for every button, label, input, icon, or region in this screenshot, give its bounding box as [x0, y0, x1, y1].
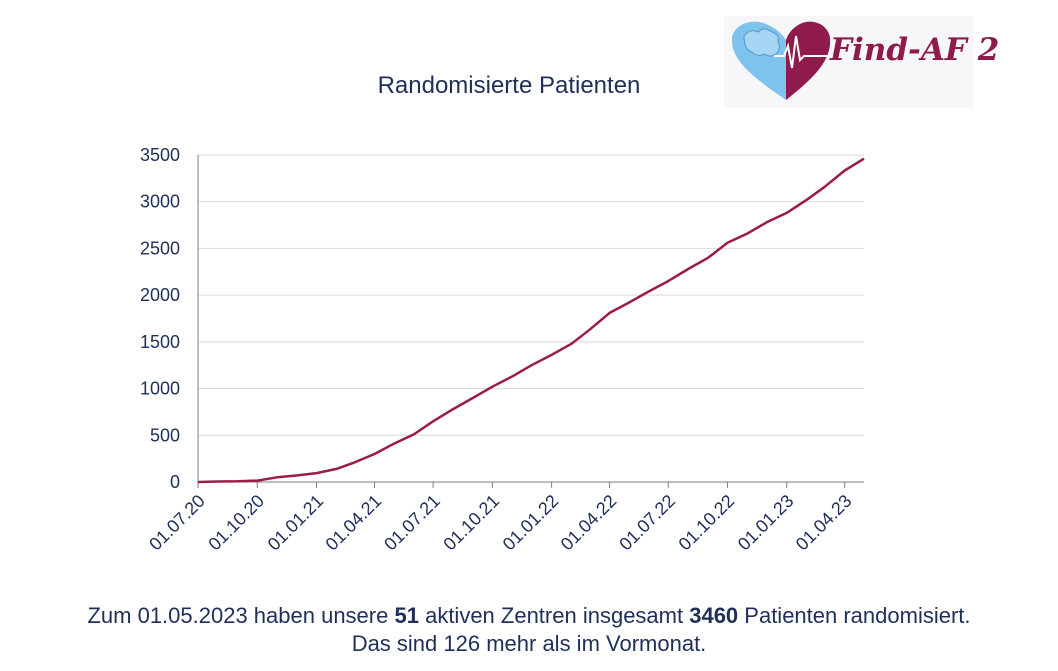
- x-tick-label-01.10.21: 01.10.21: [439, 491, 503, 555]
- y-tick-label-1000: 1000: [140, 379, 180, 399]
- x-tick-label-01.01.21: 01.01.21: [264, 491, 328, 555]
- summary-line-2: Das sind 126 mehr als im Vormonat.: [351, 631, 707, 656]
- patient-count: 3460: [689, 603, 739, 628]
- y-tick-label-2000: 2000: [140, 285, 180, 305]
- x-axis-ticks: 01.07.2001.10.2001.01.2101.04.2101.07.21…: [145, 491, 855, 555]
- series-line-0: [197, 157, 865, 484]
- chart-title: Randomisierte Patienten: [377, 72, 641, 99]
- x-tick-label-01.07.20: 01.07.20: [145, 491, 209, 555]
- x-tick-label-01.04.21: 01.04.21: [322, 491, 386, 555]
- center-count: 51: [394, 603, 419, 628]
- x-tick-label-01.04.23: 01.04.23: [792, 491, 856, 555]
- y-tick-label-3000: 3000: [140, 192, 180, 212]
- heart-brain-icon: [731, 21, 834, 101]
- summary-text: Zum 01.05.2023 haben unsere 51 aktiven Z…: [0, 602, 1058, 658]
- series-layer: [197, 157, 865, 484]
- find-af2-logo: Find-AF 2: [724, 16, 999, 108]
- summary-line-1: Zum 01.05.2023 haben unsere 51 aktiven Z…: [87, 603, 971, 628]
- y-tick-label-500: 500: [150, 425, 180, 445]
- x-tick-label-01.01.23: 01.01.23: [734, 491, 798, 555]
- y-tick-label-2500: 2500: [140, 238, 180, 258]
- x-tick-label-01.04.22: 01.04.22: [557, 491, 621, 555]
- gridlines: [198, 154, 864, 436]
- y-axis-ticks: 0 500 1000 1500 2000 2500 3000 3500: [140, 145, 180, 492]
- x-tick-label-01.07.21: 01.07.21: [380, 491, 444, 555]
- x-tick-label-01.10.20: 01.10.20: [204, 491, 268, 555]
- y-tick-label-3500: 3500: [140, 145, 180, 165]
- axes: [197, 155, 864, 488]
- x-tick-label-01.10.22: 01.10.22: [675, 491, 739, 555]
- x-tick-label-01.01.22: 01.01.22: [499, 491, 563, 555]
- logo-text: Find-AF 2: [830, 32, 1000, 68]
- x-tick-label-01.07.22: 01.07.22: [615, 491, 679, 555]
- y-tick-label-1500: 1500: [140, 332, 180, 352]
- y-tick-label-0: 0: [170, 472, 180, 492]
